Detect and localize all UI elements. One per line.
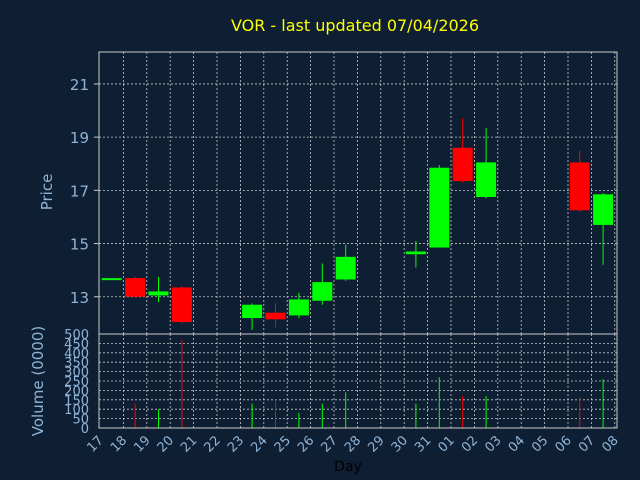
price-grid (94, 52, 617, 334)
candle-body (593, 194, 614, 225)
candle-body (312, 282, 333, 301)
volume-bars (134, 339, 604, 428)
candle-body (148, 291, 169, 296)
price-plot-area (99, 52, 617, 334)
price-tick-labels: 13 15 17 19 21 (70, 76, 89, 307)
volume-frame (98, 333, 618, 429)
candle-body (335, 256, 356, 280)
candle-body (265, 312, 286, 320)
price-tick-label: 19 (70, 129, 89, 147)
price-axis-label: Price (38, 174, 56, 211)
candle-body (288, 299, 309, 316)
volume-tick-label: 0 (81, 422, 89, 437)
candle-body (429, 167, 450, 248)
price-tick-label: 21 (70, 76, 89, 94)
candle-body (171, 287, 192, 323)
candle-body (452, 147, 473, 182)
candle-body (569, 162, 590, 211)
volume-tick-label: 50 (72, 413, 89, 428)
volume-axis-label: Volume (0000) (29, 326, 47, 436)
candle-body (405, 251, 426, 255)
x-axis-label: Day (334, 459, 362, 475)
chart-title: VOR - last updated 07/04/2026 (231, 16, 479, 35)
candle-body (101, 278, 122, 281)
x-tick-labels: 17 18 19 20 21 22 23 24 25 26 27 28 29 30 31 01 02 03 04 05… (85, 433, 622, 455)
price-panel: 13 15 17 19 21 Price (38, 51, 618, 335)
candle-body (125, 278, 146, 297)
price-candles (101, 118, 614, 331)
volume-tick-label: 400 (64, 347, 89, 362)
volume-tick-label: 150 (64, 394, 89, 409)
volume-tick-label: 300 (64, 366, 89, 381)
volume-plot-area (99, 334, 617, 428)
price-tick-label: 17 (70, 182, 89, 200)
volume-tick-label: 450 (64, 337, 89, 352)
volume-tick-label: 350 (64, 356, 89, 371)
volume-tick-label: 500 (64, 328, 89, 343)
price-tick-label: 13 (70, 289, 89, 307)
volume-tick-label: 100 (64, 403, 89, 418)
volume-tick-label: 250 (64, 375, 89, 390)
price-tick-label: 15 (70, 236, 89, 254)
candle-body (242, 304, 263, 319)
volume-tick-label: 200 (64, 384, 89, 399)
candle-body (476, 162, 497, 197)
